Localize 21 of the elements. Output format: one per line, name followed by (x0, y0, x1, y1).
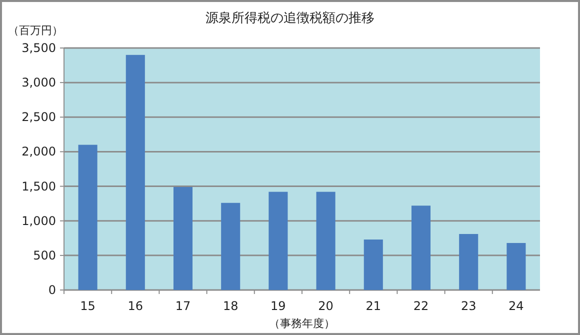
y-tick-label: 500 (33, 248, 56, 262)
y-axis-title: （百万円） (8, 24, 63, 37)
x-tick-label: 24 (508, 299, 524, 313)
y-tick-label: 3,500 (22, 41, 56, 55)
y-tick-label: 0 (48, 283, 56, 297)
y-tick-label: 1,000 (22, 214, 56, 228)
x-tick-label: 19 (270, 299, 286, 313)
x-axis-title: （事務年度） (269, 317, 335, 330)
x-tick-label: 20 (318, 299, 334, 313)
x-tick-label: 16 (128, 299, 144, 313)
y-tick-label: 3,000 (22, 76, 56, 90)
x-tick-label: 21 (366, 299, 382, 313)
y-tick-label: 2,000 (22, 144, 56, 159)
chart-title: 源泉所得税の追徴税額の推移 (206, 11, 374, 26)
y-tick-label: 1,500 (22, 179, 56, 194)
x-tick-label: 18 (222, 299, 238, 313)
y-tick-label: 2,500 (22, 110, 56, 124)
x-tick-label: 23 (460, 299, 476, 313)
x-tick-label: 15 (80, 299, 96, 313)
x-tick-label: 22 (413, 299, 429, 313)
x-tick-label: 17 (175, 299, 191, 313)
